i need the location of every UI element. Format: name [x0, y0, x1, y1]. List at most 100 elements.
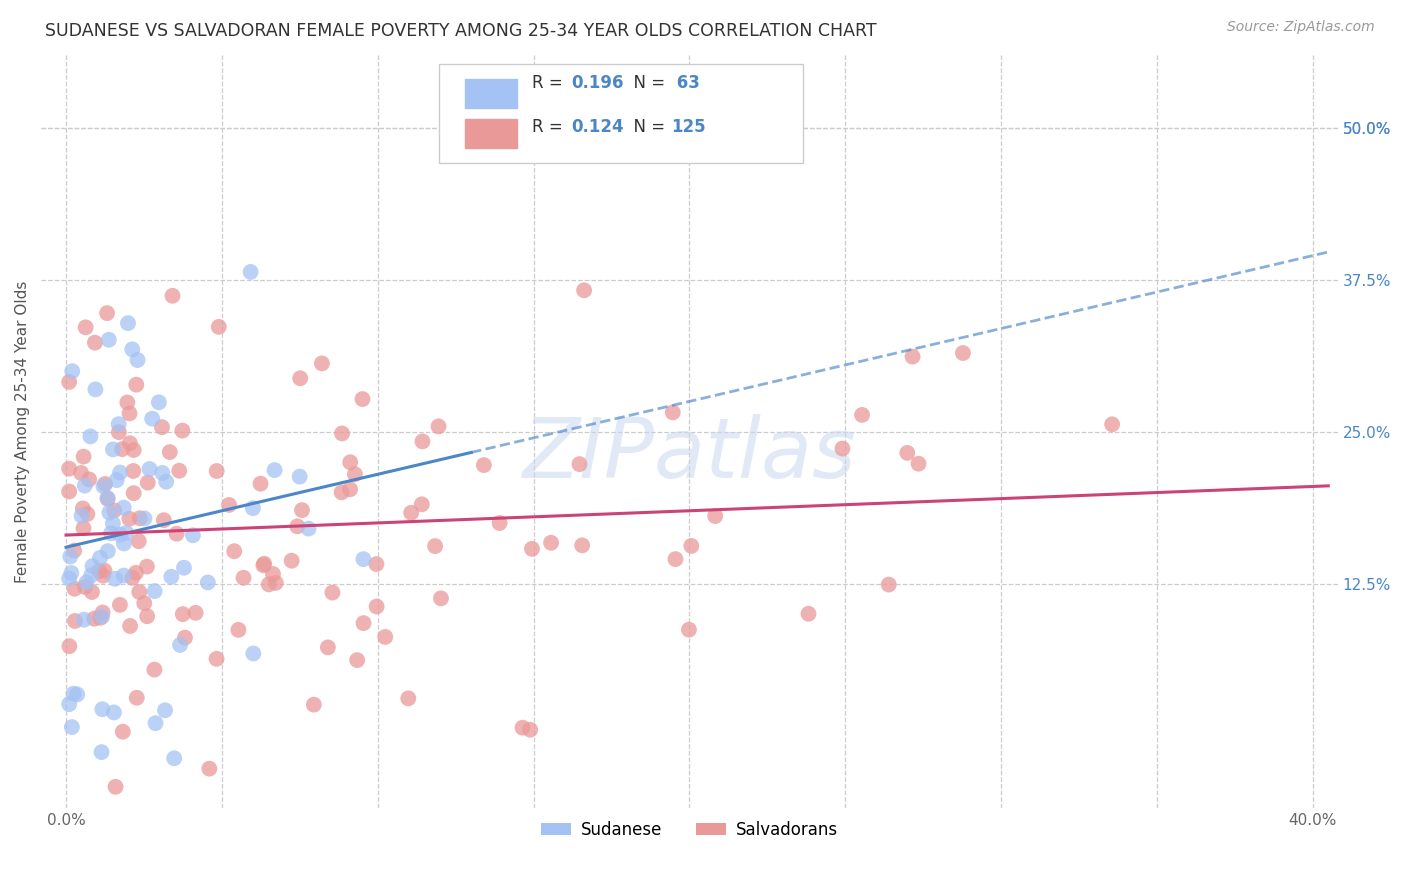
- Point: [58, 639, 80, 653]
- Point: [80, 585, 103, 599]
- Point: [111, 724, 134, 739]
- Point: [58, 461, 80, 475]
- Point: [252, 558, 274, 573]
- Point: [704, 509, 727, 524]
- Point: [907, 457, 929, 471]
- Point: [104, 572, 127, 586]
- Point: [94, 477, 117, 491]
- Point: [125, 690, 148, 705]
- Point: [89, 550, 111, 565]
- Point: [128, 534, 150, 549]
- Point: [98, 506, 121, 520]
- Point: [75, 575, 97, 590]
- Point: [181, 528, 204, 542]
- Point: [288, 469, 311, 483]
- Point: [339, 483, 361, 497]
- Point: [330, 485, 353, 500]
- Point: [249, 476, 271, 491]
- Point: [70, 508, 93, 523]
- Point: [242, 501, 264, 516]
- Point: [59, 549, 82, 564]
- Point: [239, 265, 262, 279]
- Point: [160, 570, 183, 584]
- Point: [423, 539, 446, 553]
- Point: [141, 411, 163, 425]
- Point: [472, 458, 495, 472]
- Point: [253, 557, 276, 571]
- Point: [73, 478, 96, 492]
- Point: [121, 343, 143, 357]
- Point: [91, 568, 114, 582]
- Point: [111, 442, 134, 457]
- Point: [115, 525, 138, 540]
- Point: [343, 467, 366, 482]
- Text: ZIPatlas: ZIPatlas: [523, 414, 856, 495]
- Point: [118, 436, 141, 450]
- Point: [70, 466, 93, 480]
- Point: [366, 599, 388, 614]
- Point: [952, 346, 974, 360]
- FancyBboxPatch shape: [439, 64, 803, 163]
- Point: [316, 640, 339, 655]
- Point: [488, 516, 510, 530]
- Point: [155, 475, 177, 489]
- Point: [411, 434, 433, 449]
- Point: [851, 408, 873, 422]
- Point: [540, 535, 562, 549]
- Point: [167, 464, 190, 478]
- Point: [896, 446, 918, 460]
- Point: [103, 503, 125, 517]
- Point: [118, 512, 141, 526]
- Point: [105, 473, 128, 487]
- Point: [831, 442, 853, 456]
- Point: [75, 320, 97, 334]
- Point: [664, 552, 686, 566]
- Point: [127, 353, 149, 368]
- Point: [162, 289, 184, 303]
- Point: [118, 406, 141, 420]
- Point: [84, 335, 107, 350]
- Legend: Sudanese, Salvadorans: Sudanese, Salvadorans: [534, 814, 845, 846]
- Point: [184, 606, 207, 620]
- Point: [797, 607, 820, 621]
- Point: [519, 723, 541, 737]
- Point: [208, 319, 231, 334]
- Point: [63, 582, 86, 596]
- Point: [172, 424, 194, 438]
- Point: [93, 564, 115, 578]
- Point: [430, 591, 453, 606]
- Point: [321, 585, 343, 599]
- Point: [72, 450, 94, 464]
- Point: [263, 463, 285, 477]
- Text: R =: R =: [533, 118, 568, 136]
- Point: [63, 543, 86, 558]
- Point: [224, 544, 246, 558]
- Point: [84, 383, 107, 397]
- Point: [280, 554, 302, 568]
- Point: [173, 560, 195, 574]
- Point: [572, 283, 595, 297]
- Point: [134, 596, 156, 610]
- Point: [96, 491, 118, 505]
- Point: [112, 536, 135, 550]
- Point: [77, 472, 100, 486]
- Point: [520, 541, 543, 556]
- Point: [399, 506, 422, 520]
- Point: [104, 780, 127, 794]
- Point: [125, 566, 148, 580]
- Bar: [465, 79, 517, 108]
- Point: [352, 552, 374, 566]
- Point: [169, 638, 191, 652]
- Point: [352, 392, 374, 406]
- Point: [72, 521, 94, 535]
- Point: [112, 568, 135, 582]
- Point: [297, 522, 319, 536]
- Point: [90, 745, 112, 759]
- Point: [136, 475, 159, 490]
- Point: [62, 687, 84, 701]
- Point: [311, 356, 333, 370]
- Point: [264, 575, 287, 590]
- Point: [122, 486, 145, 500]
- Point: [148, 395, 170, 409]
- Point: [427, 419, 450, 434]
